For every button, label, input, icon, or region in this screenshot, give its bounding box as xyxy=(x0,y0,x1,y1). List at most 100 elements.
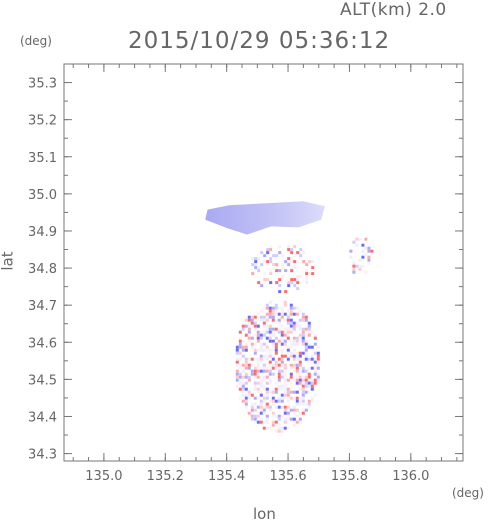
data-cell xyxy=(268,315,272,319)
data-cell xyxy=(316,351,320,355)
data-cell xyxy=(313,336,317,340)
data-cell xyxy=(310,396,314,400)
data-cell xyxy=(286,318,290,322)
data-cell xyxy=(311,266,315,270)
data-cell xyxy=(259,309,263,313)
data-cell xyxy=(277,417,281,421)
data-cell xyxy=(316,363,320,367)
data-cell xyxy=(293,263,297,267)
data-cell xyxy=(262,411,266,415)
data-cell xyxy=(316,360,320,364)
data-cell xyxy=(283,396,287,400)
data-cell xyxy=(352,270,356,274)
data-cell xyxy=(298,354,302,358)
data-cell xyxy=(259,360,263,364)
data-cell xyxy=(268,369,272,373)
data-cell xyxy=(268,327,272,331)
data-cell xyxy=(259,393,263,397)
data-cell xyxy=(295,324,299,328)
data-cell xyxy=(283,327,287,331)
data-cell xyxy=(292,336,296,340)
data-cell xyxy=(253,315,257,319)
data-cell xyxy=(238,336,242,340)
data-cell xyxy=(295,366,299,370)
data-cell xyxy=(280,348,284,352)
data-cell xyxy=(251,257,255,261)
data-cell xyxy=(298,375,302,379)
data-cell xyxy=(292,423,296,427)
data-cell xyxy=(307,333,311,337)
data-cell xyxy=(280,384,284,388)
data-cell xyxy=(313,342,317,346)
data-cell xyxy=(293,278,297,282)
data-cell xyxy=(274,303,278,307)
data-cell xyxy=(256,396,260,400)
data-cell xyxy=(289,375,293,379)
data-cell xyxy=(265,318,269,322)
data-cell xyxy=(265,396,269,400)
data-cell xyxy=(295,321,299,325)
data-cell xyxy=(277,378,281,382)
data-cell xyxy=(265,417,269,421)
data-cell xyxy=(271,366,275,370)
data-cell xyxy=(280,330,284,334)
data-cell xyxy=(247,321,251,325)
data-cell xyxy=(292,327,296,331)
data-cell xyxy=(298,402,302,406)
data-cell xyxy=(301,327,305,331)
data-cell xyxy=(286,348,290,352)
data-cell xyxy=(268,408,272,412)
data-cell xyxy=(302,260,306,264)
data-cell xyxy=(307,405,311,409)
data-cell xyxy=(265,366,269,370)
data-cell xyxy=(241,369,245,373)
data-cell xyxy=(262,408,266,412)
data-cell xyxy=(247,396,251,400)
data-cell xyxy=(250,318,254,322)
data-cell xyxy=(298,327,302,331)
data-cell xyxy=(268,336,272,340)
data-cell xyxy=(316,381,320,385)
data-cell xyxy=(283,339,287,343)
data-cell xyxy=(268,324,272,328)
data-cell xyxy=(301,333,305,337)
data-cell xyxy=(238,357,242,361)
data-cell xyxy=(304,333,308,337)
data-cell xyxy=(283,333,287,337)
y-tick-label: 34.9 xyxy=(28,225,57,240)
data-cell xyxy=(244,357,248,361)
data-cell xyxy=(262,375,266,379)
data-cell xyxy=(364,270,368,274)
data-cell xyxy=(256,348,260,352)
data-cell xyxy=(290,260,294,264)
data-cell xyxy=(247,390,251,394)
data-cell xyxy=(304,369,308,373)
data-cell xyxy=(277,327,281,331)
data-cell xyxy=(271,315,275,319)
data-cell xyxy=(280,315,284,319)
data-cell xyxy=(298,411,302,415)
x-tick-label: 135.8 xyxy=(331,469,368,484)
data-cell xyxy=(259,348,263,352)
data-cell xyxy=(238,375,242,379)
data-cell xyxy=(253,351,257,355)
data-cell xyxy=(361,255,365,259)
data-cell xyxy=(256,420,260,424)
data-cell xyxy=(301,342,305,346)
data-cell xyxy=(241,387,245,391)
data-cell xyxy=(247,357,251,361)
data-cell xyxy=(307,345,311,349)
data-cell xyxy=(283,405,287,409)
data-cell xyxy=(263,254,267,258)
data-cell xyxy=(265,390,269,394)
data-cell xyxy=(265,387,269,391)
x-tick-label: 135.2 xyxy=(147,469,184,484)
data-cell xyxy=(250,372,254,376)
data-cell xyxy=(253,372,257,376)
data-cell xyxy=(250,408,254,412)
data-cell xyxy=(298,309,302,313)
data-cell xyxy=(289,309,293,313)
y-tick-label: 35.2 xyxy=(28,114,57,129)
data-cell xyxy=(286,312,290,316)
data-cell xyxy=(349,249,353,253)
